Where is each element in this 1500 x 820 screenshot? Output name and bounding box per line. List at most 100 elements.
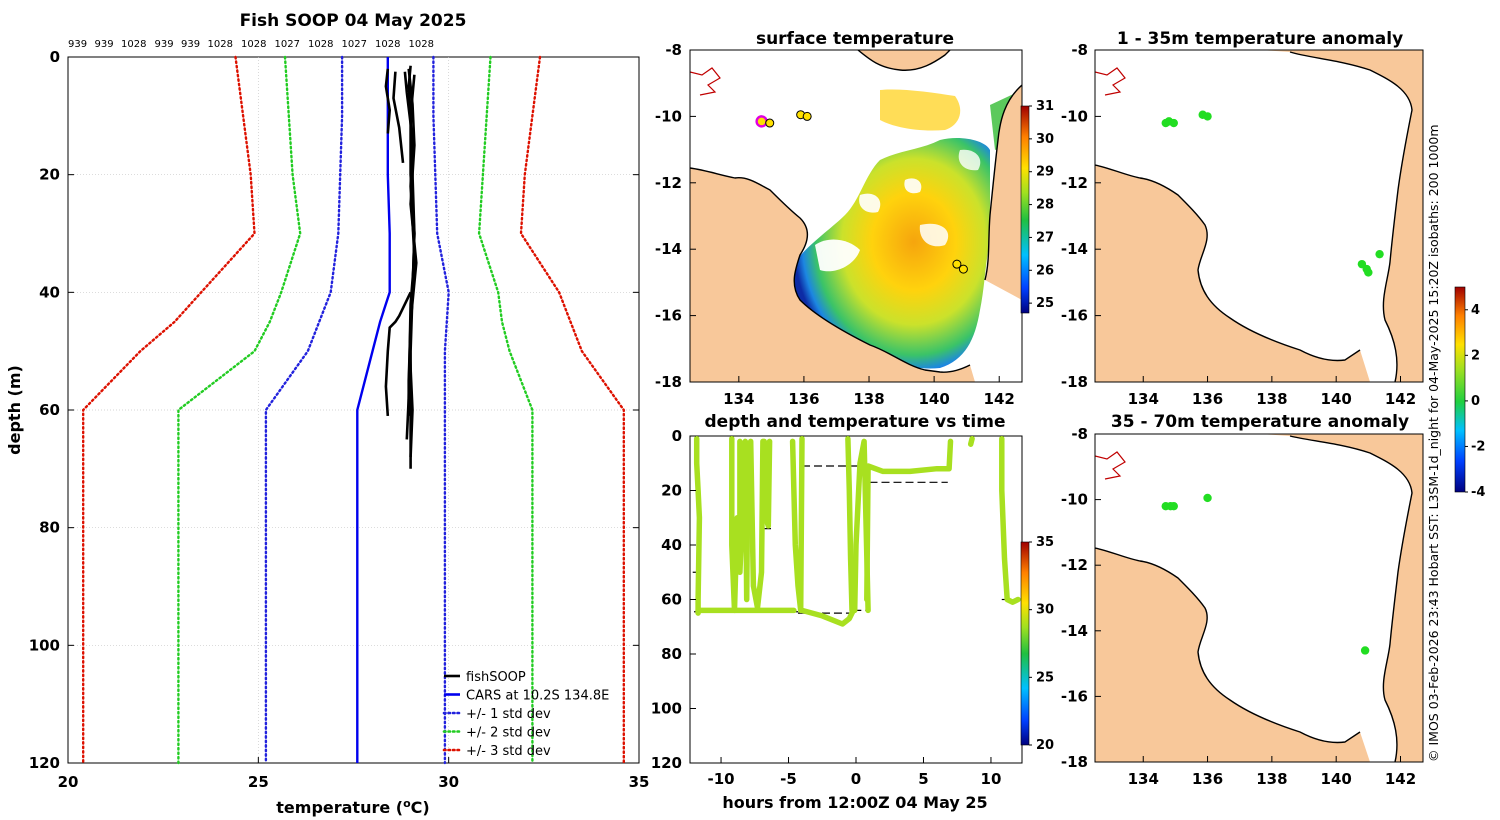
shallow-point: [1203, 112, 1212, 121]
sst-markers: [755, 110, 968, 274]
dt-ytick-label: 100: [651, 700, 682, 718]
sst-coastline-east: [857, 50, 1022, 281]
sst-map-title: surface temperature: [756, 29, 954, 49]
profile-ytick-label: 20: [39, 166, 60, 184]
anomaly-colorbar-tick-label: -4: [1471, 485, 1485, 500]
profile-xtick-label: 30: [438, 773, 459, 791]
profile-lines: [81, 55, 625, 765]
pressure-label: 1028: [121, 39, 146, 50]
anomaly-colorbar-ticks: -4 -2 0 2 4: [1465, 303, 1485, 500]
sst-map-panel: surface temperature 134 136 138 140 142 -8 -10…: [655, 29, 1054, 408]
anomaly-colorbar-tick-label: -2: [1471, 439, 1485, 454]
deep-ytick-label: -12: [1061, 556, 1088, 574]
dt-ytick-label: 20: [661, 482, 682, 500]
sst-xtick-label: 140: [918, 390, 949, 408]
deep-xtick-label: 140: [1321, 770, 1352, 788]
dt-ytick-label: 80: [661, 645, 682, 663]
anomaly-colorbar-tick-label: 4: [1471, 303, 1480, 318]
profile-ytick-label: 80: [39, 519, 60, 537]
shallow-ytick-label: -18: [1061, 373, 1088, 391]
sst-map-ticks: 134 136 138 140 142 -8 -10 -12 -14 -16 -18: [655, 41, 1015, 408]
shallow-anomaly-points: [1161, 110, 1384, 277]
profile-xlabel: temperature (oC): [276, 797, 429, 818]
shallow-land-east: [1260, 50, 1423, 382]
legend-entry: CARS at 10.2S 134.8E: [466, 689, 609, 704]
profile-panel: Fish SOOP 04 May 2025 939 939 1028 939 939 10…: [5, 11, 649, 817]
pressure-label: 939: [155, 39, 174, 50]
anomaly-shallow-ticks: 134 136 138 140 142 -8 -10 -12 -14 -16 -18: [1061, 41, 1416, 408]
pressure-label: 1028: [375, 39, 400, 50]
depth-time-track: [737, 438, 751, 603]
depth-time-track: [999, 435, 1021, 605]
sst-colorbar-tick-label: 31: [1036, 99, 1054, 114]
pressure-label: 1027: [342, 39, 367, 50]
sst-xtick-label: 142: [984, 390, 1015, 408]
profile-ytick-label: 0: [50, 48, 60, 66]
dt-xtick-label: 0: [851, 770, 861, 788]
sst-xtick-label: 136: [788, 390, 819, 408]
depth-time-track: [747, 438, 766, 611]
cars-line: [356, 57, 391, 763]
deep-land-east: [1260, 434, 1423, 762]
profile-ytick-label: 40: [39, 283, 60, 301]
dt-ytick-label: 0: [672, 427, 682, 445]
sst-track-marker: [952, 259, 962, 269]
depth-time-track: [693, 435, 703, 616]
fishsoop-profile: [384, 291, 412, 416]
depth-time-tracks: [693, 435, 1021, 627]
profile-grid: [68, 57, 639, 763]
sst-land-capeyork: [858, 50, 1022, 300]
shallow-point: [1364, 268, 1373, 277]
sst-track-marker: [802, 111, 812, 121]
anomaly-colorbar-tick-label: 0: [1471, 394, 1480, 409]
profile-ytick-label: 120: [29, 754, 60, 772]
shallow-xtick-label: 134: [1128, 390, 1159, 408]
shallow-xtick-label: 142: [1385, 390, 1416, 408]
anomaly-deep-title: 35 - 70m temperature anomaly: [1111, 412, 1409, 432]
profile-legend: fishSOOP CARS at 10.2S 134.8E +/- 1 std de…: [442, 670, 609, 759]
profile-ylabel: depth (m): [5, 365, 24, 455]
depth-time-track: [864, 438, 954, 603]
sst-xtick-label: 138: [853, 390, 884, 408]
sst-colorbar-tick-label: 29: [1036, 165, 1054, 180]
std-line-low: [177, 55, 302, 765]
depth-time-track: [967, 435, 975, 447]
sst-ytick-label: -10: [655, 107, 682, 125]
pressure-label: 1028: [409, 39, 434, 50]
sst-track-marker: [755, 115, 768, 128]
sst-ytick-label: -12: [655, 174, 682, 192]
profile-ticks: 20 25 30 35 0 20 40 60 80 100 120: [29, 48, 650, 791]
sst-ytick-label: -16: [655, 307, 682, 325]
legend-entry: +/- 3 std dev: [466, 744, 551, 759]
depth-time-title: depth and temperature vs time: [705, 412, 1006, 432]
sst-north-patch: [880, 89, 961, 131]
dt-ytick-label: 40: [661, 536, 682, 554]
deep-anomaly-points: [1161, 493, 1370, 655]
sst-track-marker: [765, 118, 775, 128]
pressure-label: 939: [181, 39, 200, 50]
legend-entry: +/- 2 std dev: [466, 726, 551, 741]
depth-time-track: [799, 607, 857, 627]
anomaly-shallow-panel: 1 - 35m temperature anomaly 134 136 138 140…: [1061, 29, 1424, 408]
deep-xtick-label: 136: [1192, 770, 1223, 788]
sst-ytick-label: -18: [655, 373, 682, 391]
profile-xtick-label: 25: [248, 773, 269, 791]
profile-title: Fish SOOP 04 May 2025: [240, 11, 467, 31]
shallow-xtick-label: 140: [1321, 390, 1352, 408]
profile-xtick-label: 20: [58, 773, 79, 791]
pressure-label: 939: [95, 39, 114, 50]
fishsoop-profile: [384, 68, 392, 134]
deep-ytick-label: -14: [1061, 622, 1088, 640]
fishsoop-profile: [403, 71, 416, 440]
anomaly-deep-ticks: 134 136 138 140 142 -8 -10 -12 -14 -16 -18: [1061, 425, 1416, 788]
shallow-xtick-label: 136: [1192, 390, 1223, 408]
sst-colorbar: [1020, 105, 1030, 314]
anomaly-colorbar-tick-label: 2: [1471, 348, 1480, 363]
deep-ytick-label: -8: [1071, 425, 1088, 443]
dt-colorbar-tick-label: 20: [1036, 738, 1054, 753]
std-line-low: [264, 55, 344, 765]
depth-time-colorbar-ticks: 20 25 30 35: [1029, 535, 1054, 753]
pressure-label: 1027: [275, 39, 300, 50]
fishsoop-profile: [392, 71, 405, 164]
